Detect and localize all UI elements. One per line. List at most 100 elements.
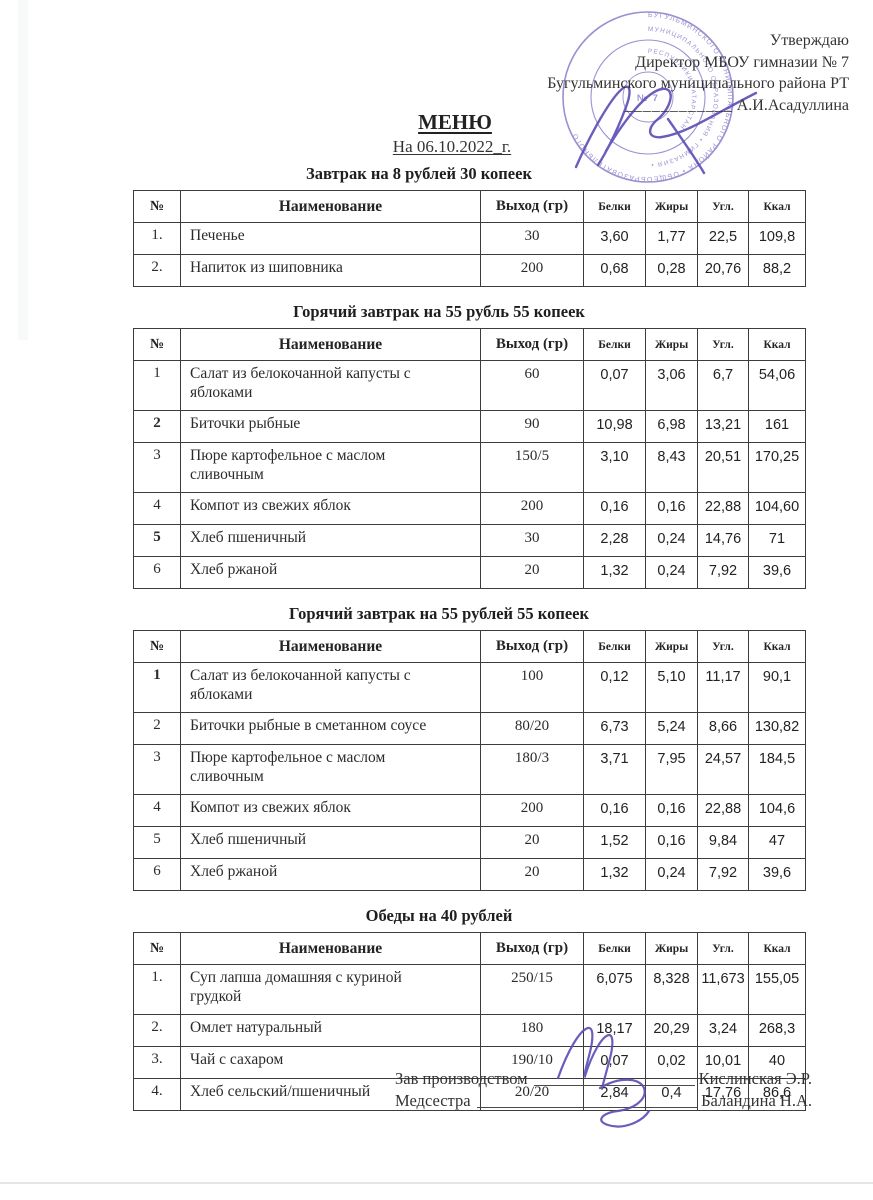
approval-block: Утверждаю Директор МБОУ гимназии № 7 Буг… bbox=[547, 30, 849, 116]
portion-cell: 180/3 bbox=[480, 744, 584, 795]
dish-name-cell: Пюре картофельное с маслом сливочным bbox=[180, 744, 481, 795]
carbs-cell: 7,92 bbox=[697, 556, 749, 589]
page-title: МЕНЮ bbox=[418, 110, 492, 134]
row-number-cell: 4 bbox=[133, 492, 181, 525]
table-row: 2. Омлет натуральный 180 18,17 20,29 3,24 268,… bbox=[133, 1014, 806, 1047]
dish-name-cell: Хлеб ржаной bbox=[180, 556, 481, 589]
portion-cell: 90 bbox=[480, 410, 584, 443]
column-header: Ккал bbox=[748, 932, 806, 965]
scan-artifact bbox=[18, 0, 28, 340]
protein-cell: 3,10 bbox=[583, 442, 646, 493]
column-header: Угл. bbox=[697, 630, 749, 663]
footer-signature-ink bbox=[556, 1026, 651, 1128]
table-row: 6 Хлеб ржаной 20 1,32 0,24 7,92 39,6 bbox=[133, 556, 806, 589]
table-row: 4 Компот из свежих яблок 200 0,16 0,16 22,88 1… bbox=[133, 492, 806, 525]
row-number-cell: 2. bbox=[133, 254, 181, 287]
portion-cell: 200 bbox=[480, 794, 584, 827]
column-header: Наименование bbox=[180, 630, 481, 663]
kcal-cell: 268,3 bbox=[748, 1014, 806, 1047]
column-header: Ккал bbox=[748, 328, 806, 361]
protein-cell: 2,28 bbox=[583, 524, 646, 557]
table-row: 1 Салат из белокочанной капусты с яблокам… bbox=[133, 360, 806, 411]
table-row: 2 Биточки рыбные 90 10,98 6,98 13,21 161 bbox=[133, 410, 806, 443]
protein-cell: 6,73 bbox=[583, 712, 646, 745]
fat-cell: 0,24 bbox=[645, 524, 698, 557]
menu-date: На 06.10.2022_г. bbox=[392, 137, 512, 156]
table-row: 2 Биточки рыбные в сметанном соусе 80/20 6,… bbox=[133, 712, 806, 745]
column-header: № bbox=[133, 630, 181, 663]
table-row: 5 Хлеб пшеничный 20 1,52 0,16 9,84 47 bbox=[133, 826, 806, 859]
row-number-cell: 6 bbox=[133, 858, 181, 891]
column-header: Ккал bbox=[748, 190, 806, 223]
column-header: Жиры bbox=[645, 190, 698, 223]
fat-cell: 8,328 bbox=[645, 964, 698, 1015]
protein-cell: 0,68 bbox=[583, 254, 646, 287]
column-header: № bbox=[133, 190, 181, 223]
row-number-cell: 2 bbox=[133, 712, 181, 745]
carbs-cell: 22,5 bbox=[697, 222, 749, 255]
portion-cell: 200 bbox=[480, 492, 584, 525]
kcal-cell: 54,06 bbox=[748, 360, 806, 411]
protein-cell: 1,32 bbox=[583, 556, 646, 589]
menu-table: № Наименование Выход (гр) Белки Жиры Угл. Ккал… bbox=[133, 328, 806, 589]
kcal-cell: 39,6 bbox=[748, 556, 806, 589]
kcal-cell: 39,6 bbox=[748, 858, 806, 891]
menu-table: № Наименование Выход (гр) Белки Жиры Угл. Ккал… bbox=[133, 932, 806, 1111]
dish-name-cell: Хлеб пшеничный bbox=[180, 826, 481, 859]
protein-cell: 3,60 bbox=[583, 222, 646, 255]
dish-name-cell: Компот из свежих яблок bbox=[180, 492, 481, 525]
column-header: Белки bbox=[583, 630, 646, 663]
approval-line: Бугульминского муниципального района РТ bbox=[547, 75, 849, 92]
portion-cell: 30 bbox=[480, 524, 584, 557]
fat-cell: 0,16 bbox=[645, 794, 698, 827]
row-number-cell: 3 bbox=[133, 744, 181, 795]
signature-role: Медсестра bbox=[395, 1091, 471, 1110]
carbs-cell: 24,57 bbox=[697, 744, 749, 795]
signature-person: Баландина Н.А. bbox=[701, 1091, 812, 1110]
protein-cell: 0,07 bbox=[583, 360, 646, 411]
fat-cell: 5,10 bbox=[645, 662, 698, 713]
column-header: Наименование bbox=[180, 932, 481, 965]
row-number-cell: 1. bbox=[133, 964, 181, 1015]
signature-row: Зав производством Кислинская Э.Р. bbox=[395, 1068, 812, 1090]
kcal-cell: 170,25 bbox=[748, 442, 806, 493]
dish-name-cell: Салат из белокочанной капусты с яблоками bbox=[180, 360, 481, 411]
menu-table: № Наименование Выход (гр) Белки Жиры Угл. Ккал… bbox=[133, 630, 806, 891]
column-header: Угл. bbox=[697, 190, 749, 223]
row-number-cell: 2. bbox=[133, 1014, 181, 1047]
carbs-cell: 17,76 bbox=[697, 1078, 749, 1111]
signature-blank-line bbox=[533, 1085, 695, 1086]
column-header: № bbox=[133, 932, 181, 965]
portion-cell: 200 bbox=[480, 254, 584, 287]
menu-section: Обеды на 40 рублей № Наименование Выход (гр… bbox=[133, 905, 806, 1111]
signature-role: Зав производством bbox=[395, 1069, 528, 1088]
kcal-cell: 88,2 bbox=[748, 254, 806, 287]
round-stamp: БУГУЛЬМИНСКОГО МУНИЦИПАЛЬНОГО РАЙОНА • О… bbox=[562, 11, 734, 183]
menu-table: № Наименование Выход (гр) Белки Жиры Угл. Ккал… bbox=[133, 190, 806, 287]
column-header: Наименование bbox=[180, 190, 481, 223]
carbs-cell: 13,21 bbox=[697, 410, 749, 443]
column-header: Выход (гр) bbox=[480, 190, 584, 223]
carbs-cell: 6,7 bbox=[697, 360, 749, 411]
table-title: Обеды на 40 рублей bbox=[365, 906, 513, 925]
column-header: № bbox=[133, 328, 181, 361]
dish-name-cell: Печенье bbox=[180, 222, 481, 255]
kcal-cell: 104,60 bbox=[748, 492, 806, 525]
column-header: Угл. bbox=[697, 932, 749, 965]
kcal-cell: 109,8 bbox=[748, 222, 806, 255]
fat-cell: 0,16 bbox=[645, 826, 698, 859]
director-name: А.И.Асадуллина bbox=[736, 96, 849, 114]
stamp-center-text: № 7 bbox=[637, 93, 659, 104]
protein-cell: 10,98 bbox=[583, 410, 646, 443]
protein-cell: 0,12 bbox=[583, 662, 646, 713]
kcal-cell: 155,05 bbox=[748, 964, 806, 1015]
table-row: 3 Пюре картофельное с маслом сливочным 150… bbox=[133, 442, 806, 493]
kcal-cell: 47 bbox=[748, 826, 806, 859]
dish-name-cell: Биточки рыбные bbox=[180, 410, 481, 443]
kcal-cell: 130,82 bbox=[748, 712, 806, 745]
kcal-cell: 86,6 bbox=[748, 1078, 806, 1111]
director-signature-ink bbox=[574, 85, 758, 175]
carbs-cell: 8,66 bbox=[697, 712, 749, 745]
dish-name-cell: Салат из белокочанной капусты с яблоками bbox=[180, 662, 481, 713]
kcal-cell: 161 bbox=[748, 410, 806, 443]
